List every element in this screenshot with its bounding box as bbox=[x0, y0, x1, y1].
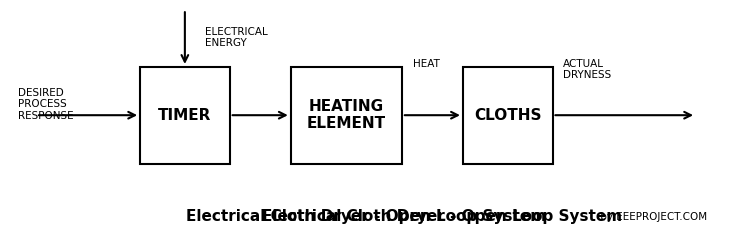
Text: HEAT: HEAT bbox=[413, 59, 439, 69]
Text: ELECTRICAL
ENERGY: ELECTRICAL ENERGY bbox=[204, 27, 267, 48]
Text: TIMER: TIMER bbox=[158, 108, 212, 123]
Text: by EEEPROJECT.COM: by EEEPROJECT.COM bbox=[597, 212, 707, 222]
Text: HEATING
ELEMENT: HEATING ELEMENT bbox=[307, 99, 386, 131]
Text: Electrical Cloth Dryer - Open Loop System: Electrical Cloth Dryer - Open Loop Syste… bbox=[262, 209, 622, 224]
Bar bbox=[463, 67, 553, 164]
Bar bbox=[140, 67, 230, 164]
Bar bbox=[291, 67, 402, 164]
Text: Electrical Cloth Dryer - Open Loop System: Electrical Cloth Dryer - Open Loop Syste… bbox=[186, 209, 546, 224]
Text: DESIRED
PROCESS
RESPONSE: DESIRED PROCESS RESPONSE bbox=[18, 88, 74, 121]
Text: CLOTHS: CLOTHS bbox=[474, 108, 542, 123]
Text: ACTUAL
DRYNESS: ACTUAL DRYNESS bbox=[564, 59, 611, 80]
